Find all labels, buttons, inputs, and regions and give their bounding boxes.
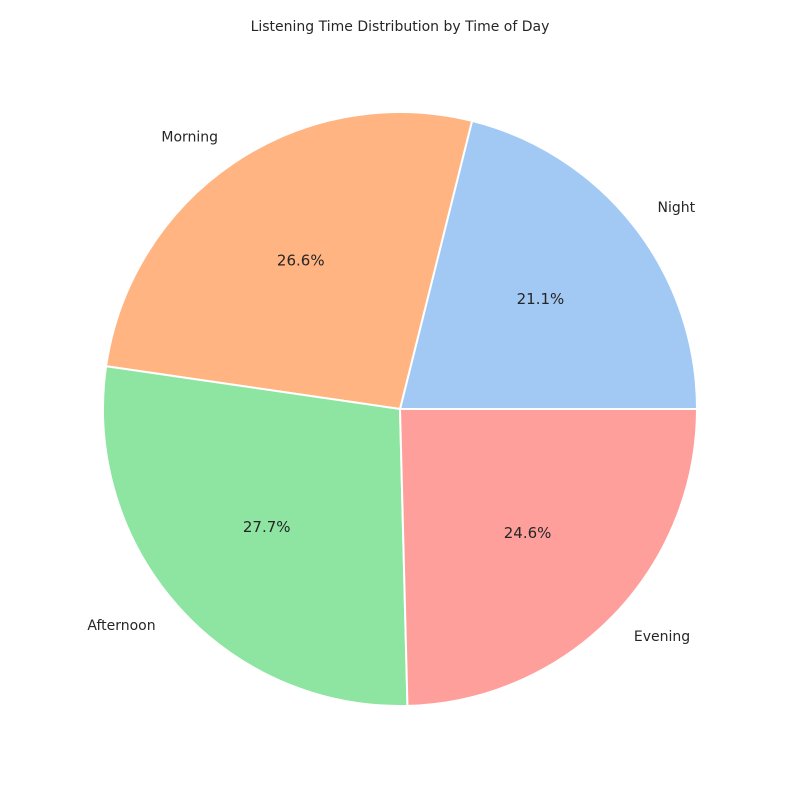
slice-pct-night: 21.1%	[517, 290, 565, 308]
slice-label-evening: Evening	[634, 629, 690, 645]
slice-label-morning: Morning	[161, 130, 218, 146]
pie-slice-morning	[104, 111, 474, 411]
slice-pct-afternoon: 27.7%	[243, 518, 291, 536]
slice-label-night: Night	[658, 200, 696, 216]
pie-slice-afternoon	[102, 365, 409, 707]
pie-slice-evening	[398, 408, 699, 707]
pie-labels: Night 21.1% Morning 26.6% Afternoon 27.7% Even…	[87, 130, 695, 645]
pie-slice-night	[398, 119, 699, 410]
slice-pct-evening: 24.6%	[504, 524, 552, 542]
pie-slices	[102, 111, 699, 707]
slice-pct-morning: 26.6%	[277, 251, 325, 269]
slice-label-afternoon: Afternoon	[87, 618, 155, 634]
chart-title: Listening Time Distribution by Time of D…	[251, 19, 550, 35]
